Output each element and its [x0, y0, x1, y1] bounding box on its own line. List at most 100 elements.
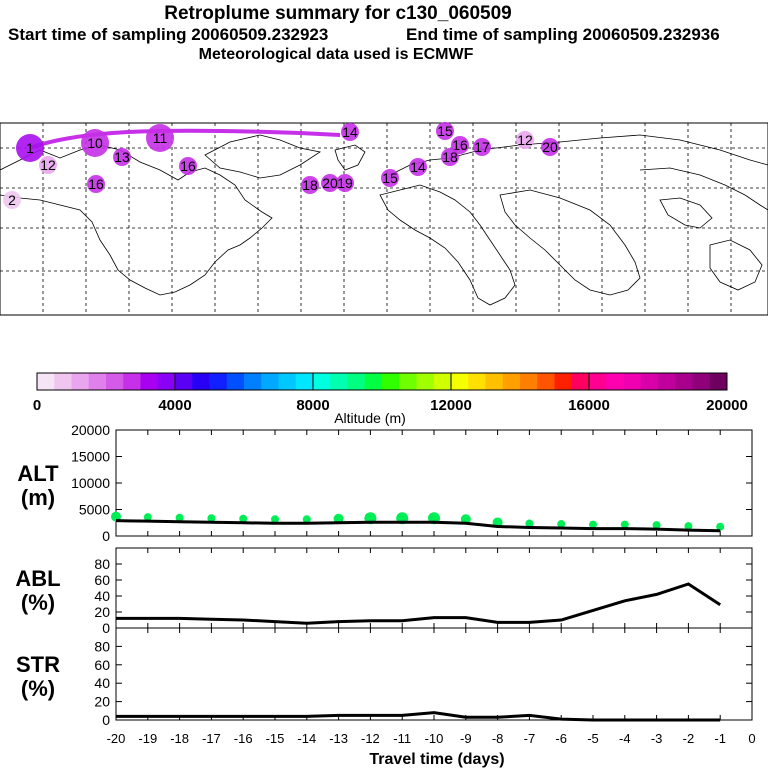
x-tick-label: -16: [234, 731, 253, 746]
data-point: [271, 515, 279, 524]
y-tick-label: 40: [94, 675, 110, 691]
plume-marker-label: 12: [40, 157, 56, 173]
colorbar-cell: [106, 373, 124, 390]
colorbar-cell: [675, 373, 693, 390]
colorbar-cell: [157, 373, 176, 390]
colorbar-tick-label: 20000: [706, 397, 748, 414]
colorbar-tick-label: 0: [33, 397, 41, 414]
y-tick-label: 80: [94, 638, 110, 654]
colorbar-cell: [123, 373, 141, 390]
plume-marker: [321, 174, 339, 192]
plume-marker-label: 15: [382, 170, 398, 186]
plume-marker: [381, 169, 399, 187]
x-tick-label: -11: [393, 731, 411, 746]
plume-marker: [409, 158, 427, 176]
x-tick-label: -8: [492, 731, 504, 746]
colorbar-cell: [640, 373, 659, 390]
colorbar-cell: [399, 373, 417, 390]
plume-marker-label: 18: [442, 149, 458, 165]
x-tick-label: -20: [107, 731, 126, 746]
colorbar-cell: [295, 373, 314, 390]
panel-frame: [115, 627, 753, 721]
plume-marker-label: 16: [88, 176, 104, 192]
x-tick-label: -13: [329, 731, 348, 746]
colorbar-cell: [88, 373, 107, 390]
plume-marker-label: 12: [517, 132, 533, 148]
plume-marker: [341, 123, 359, 141]
plume-marker-label: 17: [474, 139, 490, 155]
colorbar-cell: [433, 373, 452, 390]
colorbar-cell: [589, 373, 607, 390]
y-tick-label: 20: [94, 604, 110, 620]
panel-frame: [115, 547, 753, 629]
y-tick-label: 80: [94, 556, 110, 572]
y-tick-label: 5000: [79, 502, 110, 518]
colorbar-cell: [709, 373, 728, 390]
colorbar-cells: [37, 373, 728, 390]
plume-marker: [436, 122, 454, 140]
x-tick-label: 0: [748, 731, 755, 746]
x-tick-label: -19: [138, 731, 157, 746]
colorbar-cell: [347, 373, 366, 390]
plume-marker: [179, 157, 197, 175]
end-time-label: End time of sampling 20060509.232936: [406, 25, 720, 44]
series-line: [116, 711, 721, 722]
x-tick-label: -9: [460, 731, 472, 746]
met-data-label: Meteorological data used is ECMWF: [198, 46, 474, 63]
series-line: [116, 582, 722, 625]
x-tick-label: -15: [266, 731, 285, 746]
colorbar-cell: [468, 373, 486, 390]
colorbar-cell: [554, 373, 573, 390]
plume-marker: [336, 174, 354, 192]
y-tick-label: 0: [102, 712, 110, 728]
data-point: [589, 520, 597, 529]
colorbar-cell: [37, 373, 55, 390]
x-tick-label: -10: [425, 731, 444, 746]
plume-marker: [441, 148, 459, 166]
data-point: [716, 522, 725, 531]
y-tick-label: 15000: [71, 449, 110, 465]
x-tick-label: -14: [297, 731, 316, 746]
map-grid: [0, 123, 768, 315]
y-tick-label: 0: [102, 528, 110, 544]
plume-marker: [516, 131, 534, 149]
plume-marker: [473, 138, 491, 156]
y-axis-unit: (%): [21, 590, 55, 615]
colorbar-tick-label: 4000: [158, 397, 191, 414]
series-line: [115, 519, 721, 533]
x-axis-label: Travel time (days): [369, 751, 504, 768]
data-point: [302, 515, 311, 524]
plume-marker-label: 19: [337, 175, 353, 191]
colorbar-cell: [261, 373, 279, 390]
timeseries-panels: 05000100001500020000ALT(m)020406080ABL(%…: [15, 422, 755, 768]
x-tick-label: -3: [651, 731, 663, 746]
colorbar-cell: [330, 373, 348, 390]
colorbar-cell: [502, 373, 521, 390]
plume-marker: [87, 175, 105, 193]
plume-marker-label: 14: [410, 159, 426, 175]
plume-track: [29, 128, 341, 150]
x-tick-label: -7: [524, 731, 536, 746]
plume-marker-label: 16: [180, 158, 196, 174]
colorbar-cell: [451, 373, 469, 390]
colorbar-cell: [278, 373, 297, 390]
colorbar-cell: [313, 373, 331, 390]
plume-marker-label: 1: [26, 140, 34, 156]
plume-marker: [39, 156, 57, 174]
plume-marker: [541, 138, 559, 156]
y-tick-label: 60: [94, 572, 110, 588]
y-axis-label: STR: [16, 652, 60, 677]
x-tick-label: -5: [587, 731, 599, 746]
plume-marker: [146, 124, 174, 152]
y-axis-label: ALT: [17, 461, 59, 486]
colorbar-cell: [623, 373, 642, 390]
colorbar-cell: [71, 373, 90, 390]
plume-marker-label: 10: [87, 135, 103, 151]
y-tick-label: 40: [94, 588, 110, 604]
colorbar-ticks: 0 4000 8000 12000 16000 20000: [33, 373, 748, 414]
